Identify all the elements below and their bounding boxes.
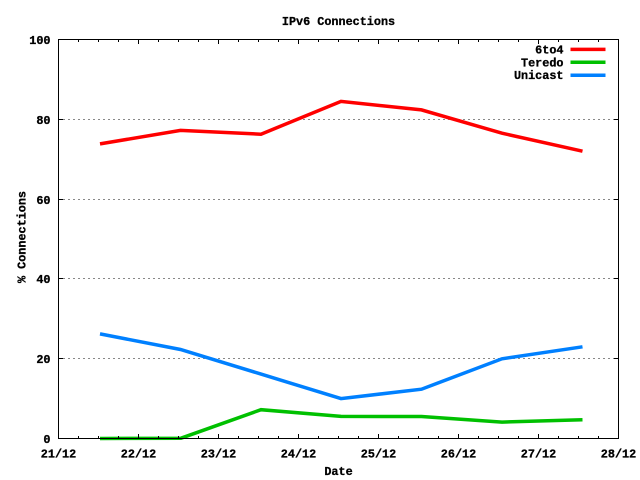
svg-text:60: 60 [36, 194, 50, 208]
svg-text:% Connections: % Connections [16, 191, 30, 283]
svg-text:25/12: 25/12 [361, 448, 396, 462]
svg-text:23/12: 23/12 [201, 448, 236, 462]
svg-text:24/12: 24/12 [281, 448, 316, 462]
svg-text:Teredo: Teredo [521, 56, 563, 70]
svg-text:28/12: 28/12 [601, 448, 636, 462]
svg-text:20: 20 [36, 353, 50, 367]
svg-text:Unicast: Unicast [514, 69, 564, 83]
svg-text:6to4: 6to4 [535, 43, 563, 57]
svg-text:26/12: 26/12 [441, 448, 476, 462]
svg-text:100: 100 [29, 34, 50, 48]
svg-text:IPv6 Connections: IPv6 Connections [282, 15, 395, 29]
svg-text:0: 0 [43, 433, 50, 447]
svg-text:Date: Date [324, 465, 352, 479]
svg-text:21/12: 21/12 [41, 448, 76, 462]
svg-text:80: 80 [36, 114, 50, 128]
svg-text:22/12: 22/12 [121, 448, 156, 462]
svg-text:27/12: 27/12 [521, 448, 556, 462]
svg-text:40: 40 [36, 273, 50, 287]
